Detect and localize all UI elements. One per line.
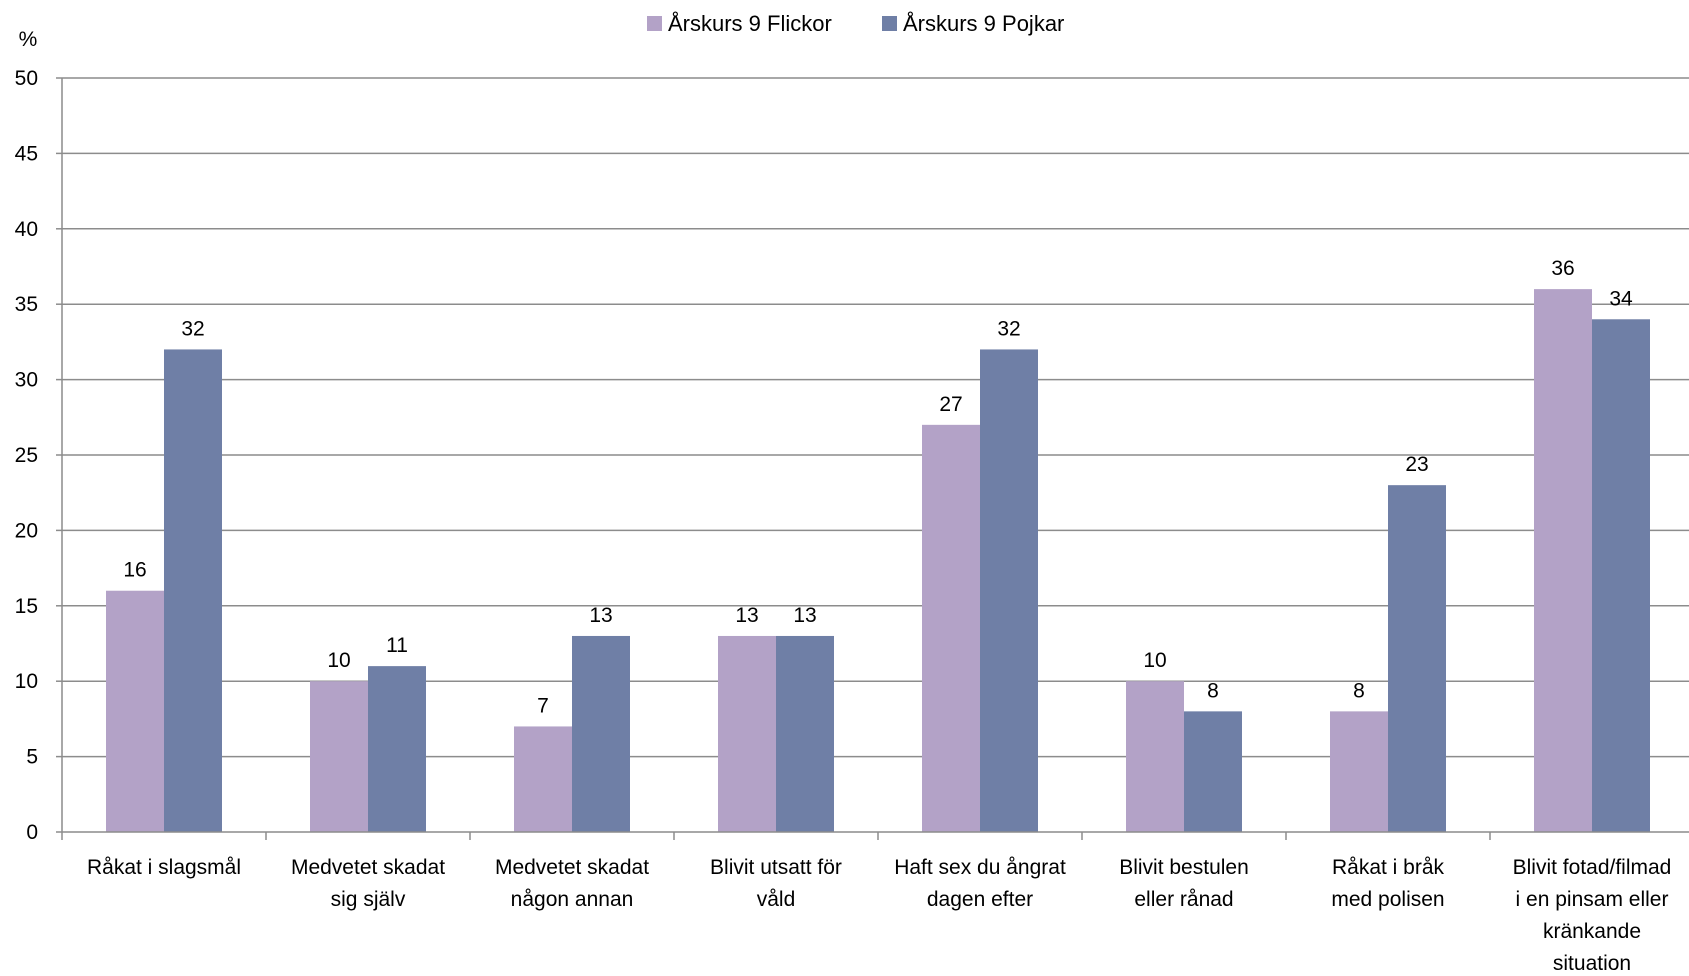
bar (1184, 711, 1242, 832)
x-tick-label: Blivit utsatt för (710, 856, 842, 879)
data-label: 10 (1143, 649, 1166, 672)
bar (1388, 485, 1446, 832)
bar (164, 349, 222, 832)
data-label: 36 (1551, 257, 1574, 280)
x-tick-label: Haft sex du ångrat (894, 856, 1066, 879)
x-tick-label: eller rånad (1134, 888, 1233, 911)
data-label: 34 (1609, 287, 1633, 310)
x-tick-label: sig själv (331, 888, 406, 911)
bar (776, 635, 834, 832)
legend-swatch (882, 16, 897, 31)
x-tick-label: Råkat i bråk (1332, 856, 1445, 879)
x-tick-label: kränkande (1543, 920, 1641, 943)
data-label: 8 (1353, 679, 1365, 702)
x-tick-label: i en pinsam eller (1516, 888, 1669, 911)
y-tick-label: 5 (26, 746, 38, 769)
data-label: 13 (793, 604, 816, 627)
bar (514, 726, 572, 832)
legend-label: Årskurs 9 Pojkar (903, 11, 1064, 36)
y-tick-label: 0 (26, 821, 38, 844)
bars (106, 289, 1650, 832)
x-tick-label: med polisen (1331, 888, 1444, 911)
data-label: 11 (386, 634, 408, 657)
x-tick-label: dagen efter (927, 888, 1033, 911)
x-tick-label: Blivit fotad/filmad (1513, 856, 1672, 879)
data-label: 10 (327, 649, 350, 672)
y-tick-label: 40 (15, 218, 38, 241)
legend-label: Årskurs 9 Flickor (668, 11, 832, 36)
bar (718, 635, 776, 832)
data-label: 16 (123, 559, 146, 582)
bar (980, 349, 1038, 832)
x-tick-label: våld (757, 888, 796, 911)
y-tick-label: 45 (15, 142, 38, 165)
y-tick-label: 20 (15, 519, 38, 542)
data-label: 13 (735, 604, 758, 627)
bar (572, 635, 630, 832)
legend: Årskurs 9 Flickor Årskurs 9 Pojkar (647, 11, 1064, 36)
y-axis-label: % (19, 28, 38, 51)
legend-swatch (647, 16, 662, 31)
x-tick-label: Medvetet skadat (495, 856, 649, 879)
bar (1592, 319, 1650, 832)
data-label: 32 (181, 317, 204, 340)
data-label: 23 (1405, 453, 1428, 476)
y-tick-label: 35 (15, 293, 38, 316)
bar (310, 681, 368, 832)
y-tick-label: 15 (15, 595, 38, 618)
bar (1330, 711, 1388, 832)
axes: 0 5 10 15 20 25 30 35 40 45 50 Råkat i slagsmål Medv… (15, 67, 1689, 975)
data-label: 8 (1207, 679, 1219, 702)
data-labels: 16 32 10 11 7 13 13 13 27 32 10 8 8 23 36 34 (123, 257, 1633, 717)
y-tick-label: 50 (15, 67, 38, 90)
bar (1126, 681, 1184, 832)
bar (368, 666, 426, 832)
x-tick-label: Blivit bestulen (1119, 856, 1249, 879)
x-tick-label: någon annan (511, 888, 634, 911)
x-tick-label: situation (1553, 952, 1631, 975)
bar (922, 424, 980, 832)
x-tick-label: Råkat i slagsmål (87, 856, 241, 879)
data-label: 13 (589, 604, 612, 627)
data-label: 32 (997, 317, 1020, 340)
data-label: 7 (537, 694, 549, 717)
y-tick-label: 25 (15, 444, 38, 467)
x-tick-label: Medvetet skadat (291, 856, 445, 879)
bar (106, 590, 164, 832)
y-tick-label: 30 (15, 369, 38, 392)
y-tick-label: 10 (15, 670, 38, 693)
bar (1534, 289, 1592, 832)
data-label: 27 (939, 393, 962, 416)
